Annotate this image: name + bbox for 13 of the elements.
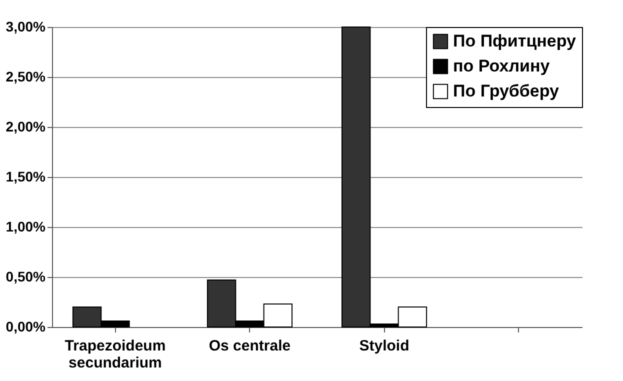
- legend-label: по Рохлину: [453, 56, 550, 76]
- legend-label: По Грубберу: [453, 82, 560, 100]
- y-tick-label: 1,00%: [6, 218, 46, 234]
- x-tick-label: Styloid: [359, 338, 410, 354]
- y-tick-label: 0,50%: [6, 268, 46, 284]
- x-tick-label: Trapezoideum secundarium: [64, 338, 166, 372]
- y-tick-label: 0,00%: [6, 318, 46, 334]
- y-tick-label: 1,50%: [6, 168, 46, 184]
- y-tick-label: 3,00%: [6, 18, 46, 34]
- legend-label: По Пфитцнеру: [453, 32, 577, 50]
- y-tick-label: 2,50%: [6, 68, 46, 84]
- x-tick-label: Os centrale: [208, 338, 291, 354]
- y-tick-label: 2,00%: [6, 118, 46, 134]
